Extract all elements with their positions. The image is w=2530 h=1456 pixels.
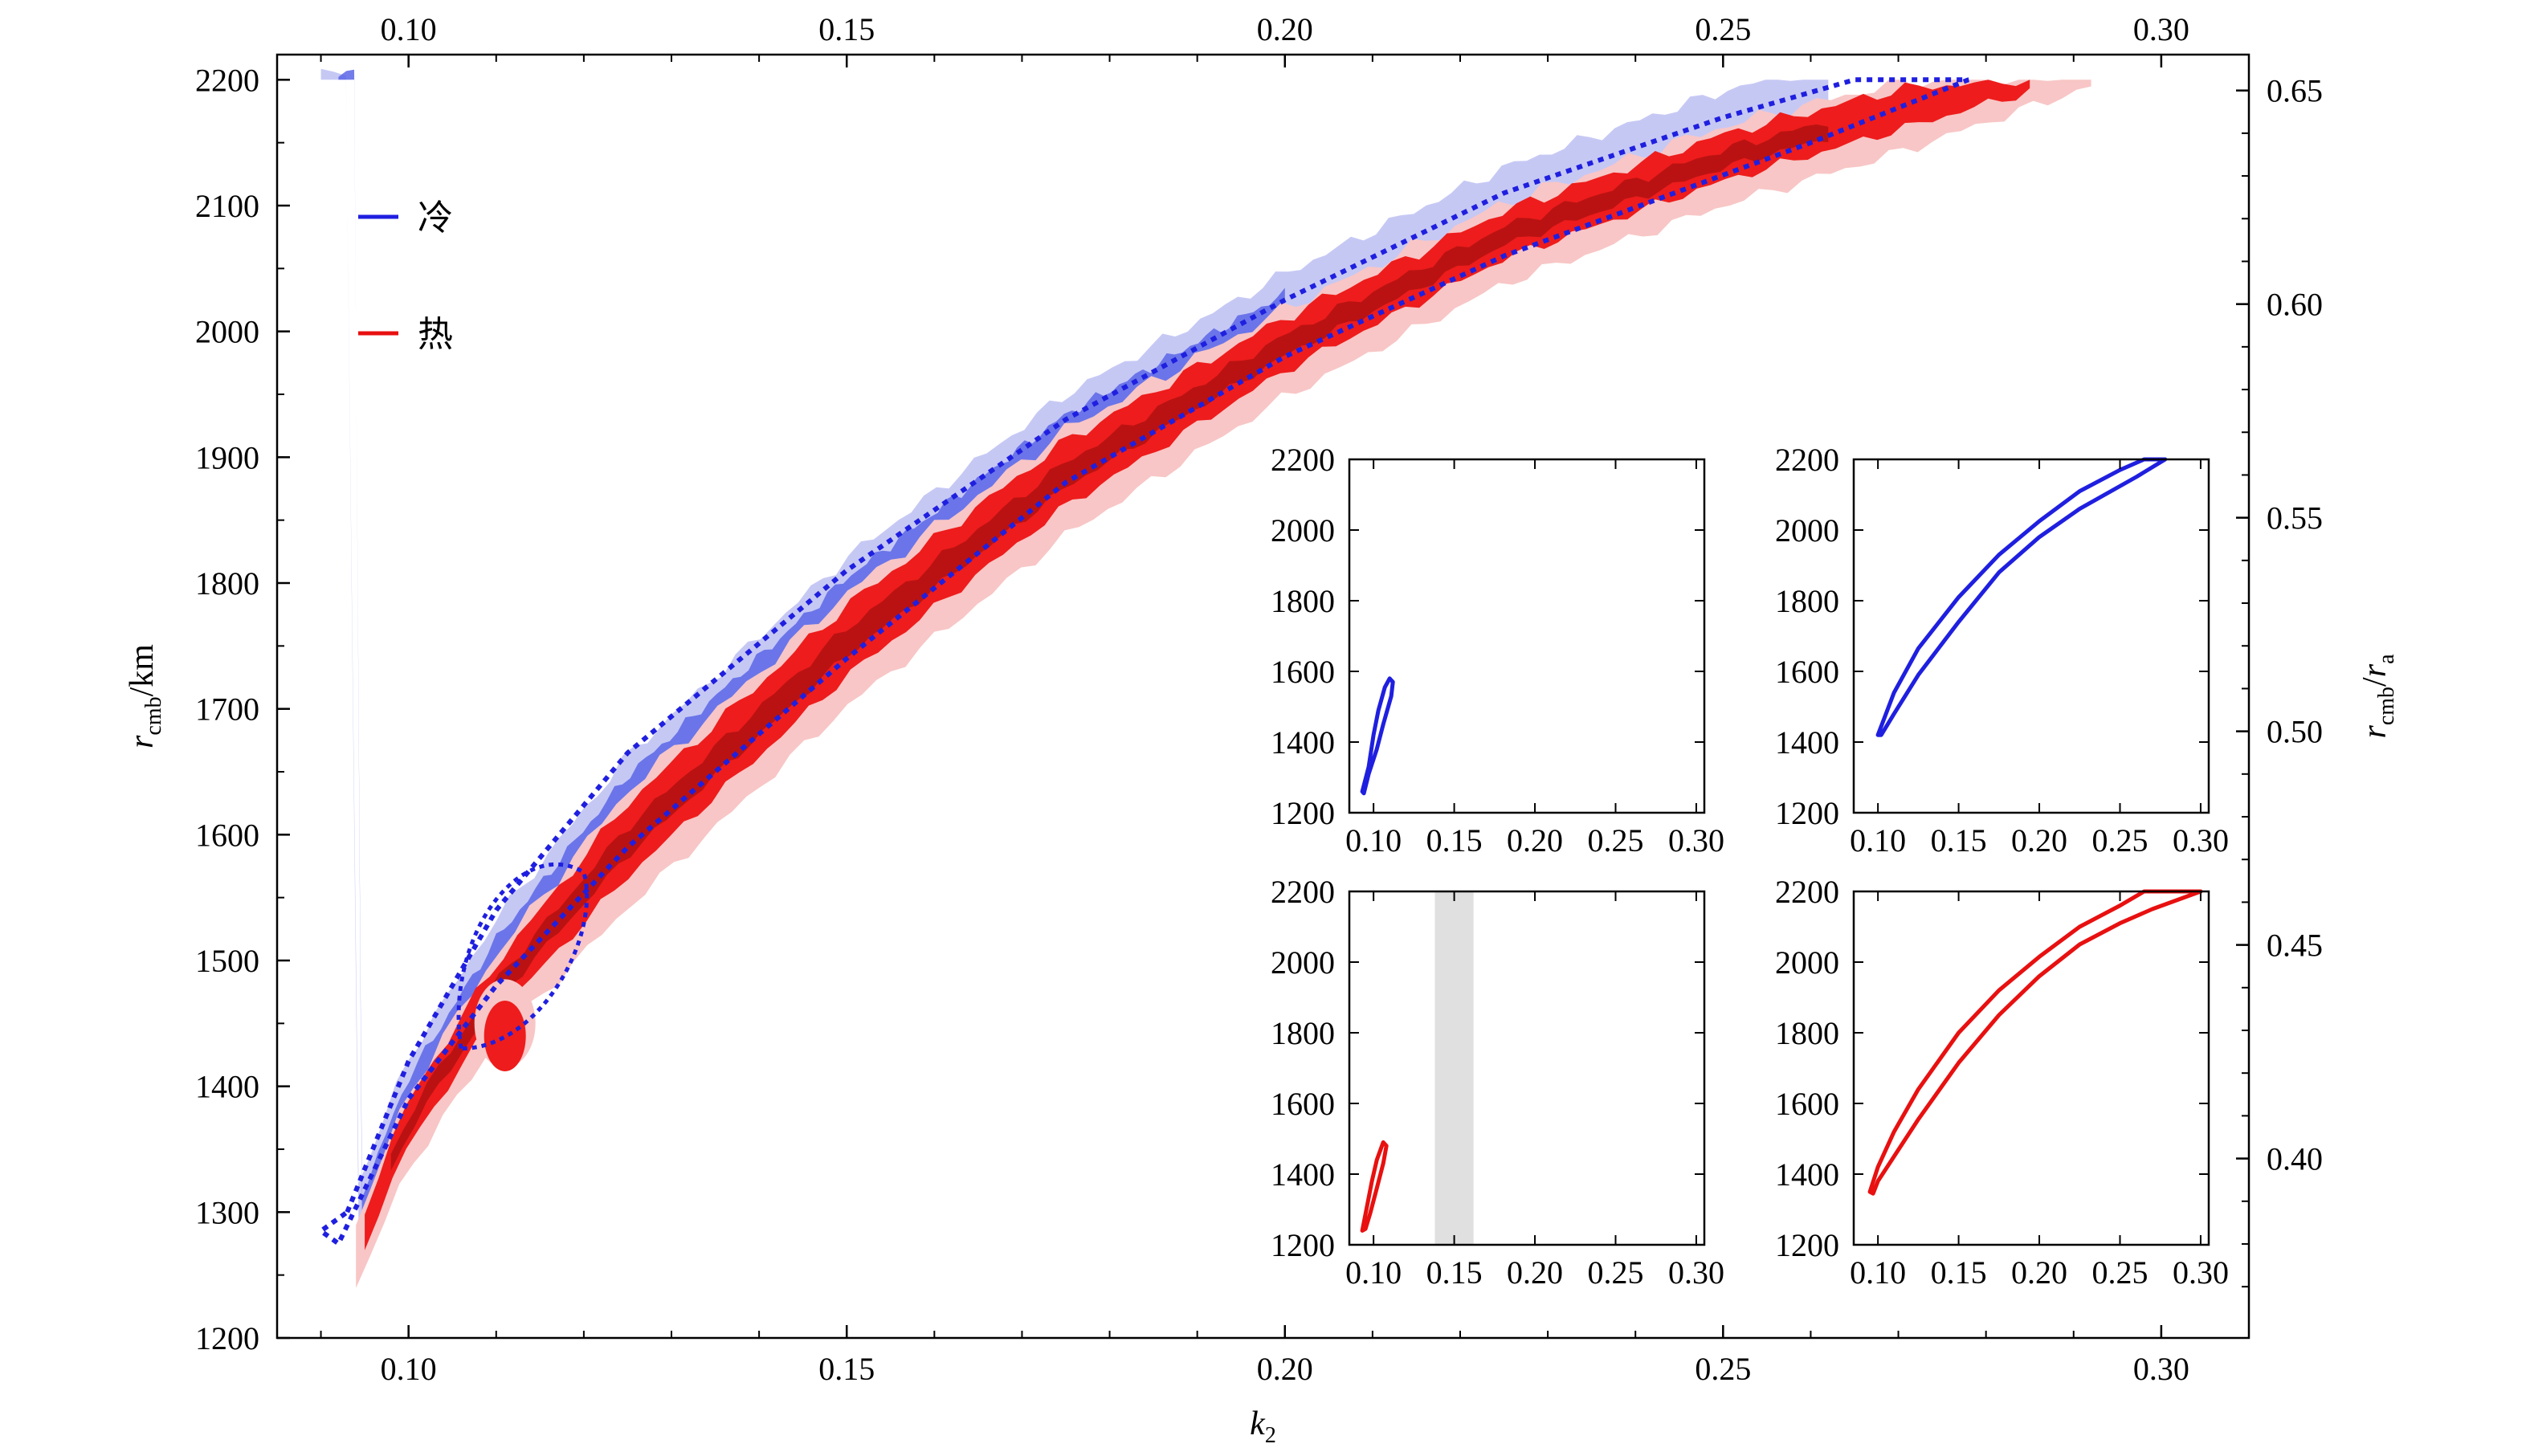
x-tick-label-top: 0.20 [1257, 11, 1313, 47]
inset-x-tick-label: 0.25 [1588, 1254, 1644, 1291]
cold-secondary-dotted-outline [456, 862, 590, 1051]
inset-background [1349, 459, 1704, 813]
y2-tick-label: 0.40 [2267, 1141, 2323, 1177]
cold-dotted-outline [316, 77, 1969, 1248]
main-plot: 0.10 0.10 0.15 0.15 0.20 0.20 0.25 0.25 0.30 0.30… [124, 11, 2399, 1448]
inset-y-tick-label: 2000 [1271, 512, 1335, 549]
inset-background [1854, 891, 2209, 1245]
inset-y-tick-label: 2200 [1775, 874, 1839, 910]
inset-x-tick-label: 0.25 [2092, 822, 2148, 859]
x-tick-label-bottom: 0.10 [381, 1351, 437, 1387]
y-tick-label: 1600 [195, 817, 259, 853]
inset-y-tick-label: 2200 [1775, 442, 1839, 478]
inset-x-tick-label: 0.10 [1850, 1254, 1906, 1291]
inset-y-tick-label: 1800 [1271, 583, 1335, 619]
y2-tick-label: 0.65 [2267, 73, 2323, 109]
inset-x-tick-label: 0.15 [1426, 822, 1483, 859]
y-tick-label: 1200 [195, 1320, 259, 1356]
inset-y-tick-label: 1800 [1775, 583, 1839, 619]
inset-x-tick-label: 0.30 [1668, 822, 1724, 859]
inset-x-tick-label: 0.30 [1668, 1254, 1724, 1291]
inset-bottom-left: 0.10 0.15 0.20 0.25 0.30 1200 1400 1600 1800 2000… [1271, 874, 1724, 1291]
y2-tick-label: 0.50 [2267, 714, 2323, 750]
inset-y-tick-label: 2000 [1775, 512, 1839, 549]
inset-x-tick-label: 0.30 [2173, 822, 2229, 859]
legend-label-1: 热 [418, 314, 453, 355]
x-tick-label-top: 0.25 [1695, 11, 1751, 47]
inset-x-tick-label: 0.10 [1850, 822, 1906, 859]
inset-frame [1852, 458, 2210, 814]
y-tick-label: 1800 [195, 565, 259, 602]
y2-tick-label: 0.55 [2267, 500, 2323, 536]
y-tick-label: 1900 [195, 439, 259, 475]
inset-bottom-right: 0.10 0.15 0.20 0.25 0.30 1200 1400 1600 1800 2000… [1775, 874, 2229, 1291]
inset-y-tick-label: 1200 [1775, 1227, 1839, 1263]
inset-background [1854, 459, 2209, 813]
inset-y-tick-label: 2000 [1775, 944, 1839, 981]
inset-x-tick-label: 0.15 [1426, 1254, 1483, 1291]
inset-x-tick-label: 0.10 [1345, 1254, 1402, 1291]
inset-y-tick-label: 2200 [1271, 874, 1335, 910]
inset-frame [1852, 890, 2210, 1246]
inset-x-tick-label: 0.20 [2011, 822, 2067, 859]
inset-x-tick-label: 0.20 [1507, 1254, 1563, 1291]
inset-shaded-band [1434, 891, 1474, 1245]
inset-y-tick-label: 1600 [1775, 1086, 1839, 1122]
inset-x-tick-label: 0.30 [2173, 1254, 2229, 1291]
inset-y-tick-label: 1200 [1271, 795, 1335, 831]
inset-frame [1348, 458, 1706, 814]
inset-y-tick-label: 1400 [1775, 1156, 1839, 1193]
inset-y-tick-label: 1200 [1271, 1227, 1335, 1263]
inset-y-tick-label: 1400 [1775, 724, 1839, 761]
inset-y-tick-label: 1600 [1271, 654, 1335, 690]
inset-y-tick-label: 2000 [1271, 944, 1335, 981]
inset-top-right: 0.10 0.15 0.20 0.25 0.30 1200 1400 1600 1800 2000… [1775, 442, 2229, 859]
hot-secondary-blob [484, 1001, 526, 1071]
inset-outline-热 [1360, 1140, 1389, 1233]
inset-x-tick-label: 0.15 [1931, 1254, 1987, 1291]
legend-label-0: 冷 [418, 198, 453, 239]
inset-y-tick-label: 1800 [1271, 1015, 1335, 1051]
inset-outline-冷 [1360, 676, 1395, 796]
y-tick-label: 1700 [195, 691, 259, 728]
inset-x-tick-label: 0.20 [1507, 822, 1563, 859]
inset-y-tick-label: 1400 [1271, 1156, 1335, 1193]
y-tick-label: 1400 [195, 1069, 259, 1105]
inset-x-tick-label: 0.25 [2092, 1254, 2148, 1291]
x-tick-label-bottom: 0.20 [1257, 1351, 1313, 1387]
inset-y-tick-label: 1200 [1775, 795, 1839, 831]
x-tick-label-top: 0.30 [2133, 11, 2189, 47]
y-tick-label: 1300 [195, 1194, 259, 1230]
x-tick-label-top: 0.15 [818, 11, 875, 47]
inset-y-tick-label: 1600 [1271, 1086, 1335, 1122]
inset-background [1349, 891, 1704, 1245]
main-plot-frame [275, 53, 2250, 1340]
inset-x-tick-label: 0.15 [1931, 822, 1987, 859]
inset-y-tick-label: 1800 [1775, 1015, 1839, 1051]
inset-y-tick-label: 2200 [1271, 442, 1335, 478]
x-tick-label-bottom: 0.30 [2133, 1351, 2189, 1387]
inset-top-left: 0.10 0.15 0.20 0.25 0.30 1200 1400 1600 1800 2000… [1271, 442, 1724, 859]
inset-outline-热 [1867, 889, 2203, 1196]
y-tick-label: 2200 [195, 62, 259, 98]
y2-axis-title: rcmb/ra [2357, 654, 2399, 739]
inset-y-tick-label: 1600 [1775, 654, 1839, 690]
y2-tick-label: 0.60 [2267, 287, 2323, 323]
y-tick-label: 2100 [195, 188, 259, 224]
inset-x-tick-label: 0.20 [2011, 1254, 2067, 1291]
y2-tick-label: 0.45 [2267, 928, 2323, 964]
inset-frame [1348, 890, 1706, 1246]
x-tick-label-top: 0.10 [381, 11, 437, 47]
y-tick-label: 2000 [195, 314, 259, 350]
x-axis-title: k2 [1250, 1405, 1276, 1448]
x-tick-label-bottom: 0.15 [818, 1351, 875, 1387]
y-axis-title: rcmb/km [124, 644, 166, 748]
inset-panels: 0.10 0.15 0.20 0.25 0.30 1200 1400 1600 1800 2000… [1271, 442, 2229, 1291]
inset-x-tick-label: 0.25 [1588, 822, 1644, 859]
inset-x-tick-label: 0.10 [1345, 822, 1402, 859]
x-tick-label-bottom: 0.25 [1695, 1351, 1751, 1387]
inset-y-tick-label: 1400 [1271, 724, 1335, 761]
y-tick-label: 1500 [195, 943, 259, 979]
